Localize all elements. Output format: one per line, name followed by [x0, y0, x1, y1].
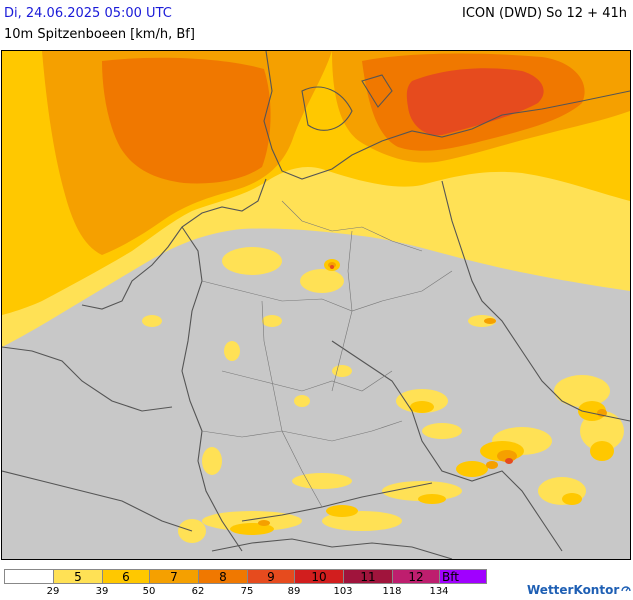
legend-segment-5: 5 [53, 569, 103, 584]
gust-zone-bft9-baltic [406, 68, 544, 136]
gust-cells-bft5 [142, 247, 624, 543]
legend-tick: 89 [287, 586, 301, 597]
wetterkontor-logo: WetterKontor [527, 583, 631, 597]
legend-tick: 134 [429, 586, 449, 597]
wind-icon [621, 586, 631, 592]
gust-zone-bft8-northsea [102, 57, 271, 184]
forecast-date: Di, 24.06.2025 05:00 UTC [4, 6, 172, 21]
legend-tick: 50 [142, 586, 156, 597]
country-borders [2, 51, 630, 559]
legend-tick: 118 [382, 586, 402, 597]
legend-tick: 103 [333, 586, 353, 597]
legend-segment-10: 10 [294, 569, 344, 584]
legend-segment-12: 12 [392, 569, 440, 584]
legend-segment-calm [4, 569, 54, 584]
gust-map [1, 50, 631, 560]
legend-segment-11: 11 [343, 569, 393, 584]
parameter-label: 10m Spitzenboeen [km/h, Bf] [4, 27, 195, 42]
legend-segment-bft: Bft [439, 569, 487, 584]
legend-segment-9: 9 [247, 569, 295, 584]
legend-tick: 39 [95, 586, 109, 597]
gust-cells-bft8 [330, 265, 513, 464]
gust-cells-bft7 [258, 262, 607, 526]
state-borders [201, 200, 453, 508]
model-run-label: ICON (DWD) So 12 + 41h [462, 6, 627, 21]
legend-segment-6: 6 [102, 569, 150, 584]
legend-tick: 62 [191, 586, 205, 597]
legend-segment-8: 8 [198, 569, 248, 584]
legend-tick: 29 [46, 586, 60, 597]
legend-segment-7: 7 [149, 569, 199, 584]
legend-tick: 75 [240, 586, 254, 597]
